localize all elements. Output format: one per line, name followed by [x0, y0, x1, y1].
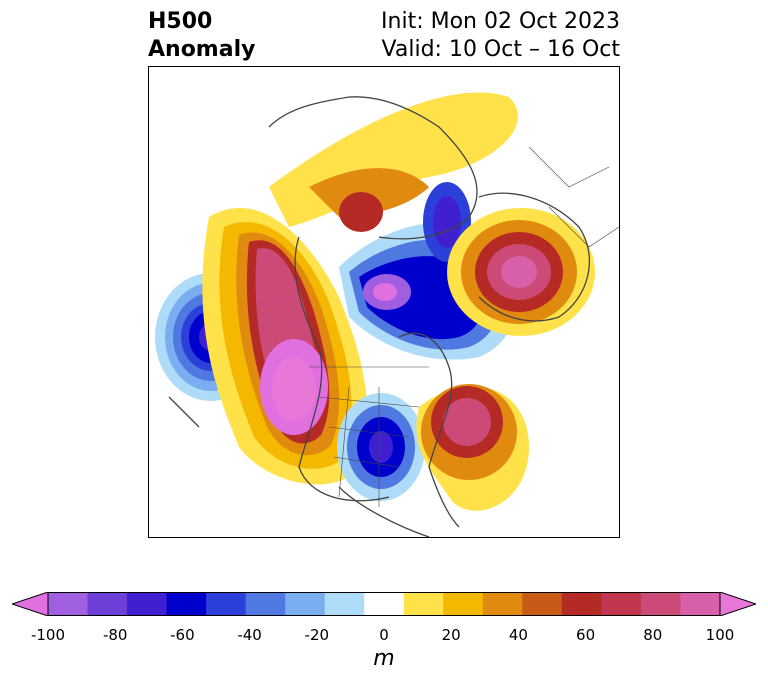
- map-title: H500 Anomaly: [148, 8, 255, 64]
- political-borders: [309, 146, 619, 507]
- colorbar-tick-label: -80: [102, 626, 128, 644]
- colorbar-segment: [680, 592, 721, 616]
- colorbar-extend-max: [719, 592, 756, 616]
- colorbar-segment: [245, 592, 286, 616]
- colorbar-tick-label: -60: [170, 626, 195, 644]
- title-line-2: Anomaly: [148, 37, 256, 62]
- init-date: Init: Mon 02 Oct 2023: [381, 9, 620, 34]
- colorbar-unit: m: [373, 646, 395, 671]
- colorbar-segment: [48, 592, 89, 616]
- colorbar-tick-label: 80: [643, 626, 663, 644]
- colorbar-segment: [206, 592, 247, 616]
- colorbar-segment: [482, 592, 523, 616]
- date-info: Init: Mon 02 Oct 2023 Valid: 10 Oct – 16…: [381, 8, 620, 64]
- colorbar-tick-label: 100: [705, 626, 735, 644]
- colorbar-tick-label: 40: [508, 626, 528, 644]
- eastern-trough-contour: [337, 393, 425, 501]
- colorbar-tick-label: -100: [30, 626, 66, 644]
- colorbar-segment: [443, 592, 484, 616]
- colorbar-segment: [166, 592, 207, 616]
- anomaly-map: [148, 66, 620, 538]
- colorbar-segment: [522, 592, 563, 616]
- colorbar-segment: [403, 592, 444, 616]
- siberian-ridge-contour: [447, 208, 595, 336]
- colorbar-segment: [127, 592, 168, 616]
- title-line-1: H500: [148, 9, 213, 34]
- colorbar-tick-label: 0: [379, 626, 389, 644]
- colorbar-border: [47, 592, 721, 616]
- arctic-ridge-contour: [269, 92, 518, 232]
- valid-range: Valid: 10 Oct – 16 Oct: [381, 37, 620, 62]
- colorbar-segment: [364, 592, 405, 616]
- colorbar-segment: [87, 592, 128, 616]
- colorbar: [12, 592, 756, 616]
- colorbar-segment: [640, 592, 681, 616]
- colorbar-extend-min: [12, 592, 49, 616]
- colorbar-tick-label: -40: [237, 626, 262, 644]
- colorbar-segment: [324, 592, 365, 616]
- colorbar-segment: [285, 592, 326, 616]
- map-canvas: [155, 92, 619, 537]
- western-ridge-contour: [202, 208, 368, 485]
- colorbar-tick-label: 60: [576, 626, 596, 644]
- colorbar-segment: [601, 592, 642, 616]
- colorbar-segment: [561, 592, 602, 616]
- coastlines: [168, 96, 591, 537]
- colorbar-tick-label: 20: [441, 626, 461, 644]
- atlantic-ridge-contour: [416, 384, 529, 511]
- colorbar-tick-label: -20: [304, 626, 330, 644]
